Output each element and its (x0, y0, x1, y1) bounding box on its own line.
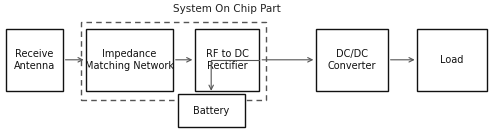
Text: Impedance
Matching Network: Impedance Matching Network (85, 49, 174, 71)
Bar (81, 22, 266, 100)
Text: DC/DC
Converter: DC/DC Converter (328, 49, 376, 71)
Text: RF to DC
Rectifier: RF to DC Rectifier (206, 49, 248, 71)
Bar (195, 29, 259, 91)
Bar (6, 29, 63, 91)
Bar (178, 94, 245, 127)
Text: Battery: Battery (193, 106, 229, 115)
Text: Load: Load (440, 55, 464, 65)
Text: Receive
Antenna: Receive Antenna (14, 49, 55, 71)
Text: System On Chip Part: System On Chip Part (173, 4, 281, 14)
Bar (417, 29, 487, 91)
Bar (316, 29, 388, 91)
Bar (86, 29, 173, 91)
